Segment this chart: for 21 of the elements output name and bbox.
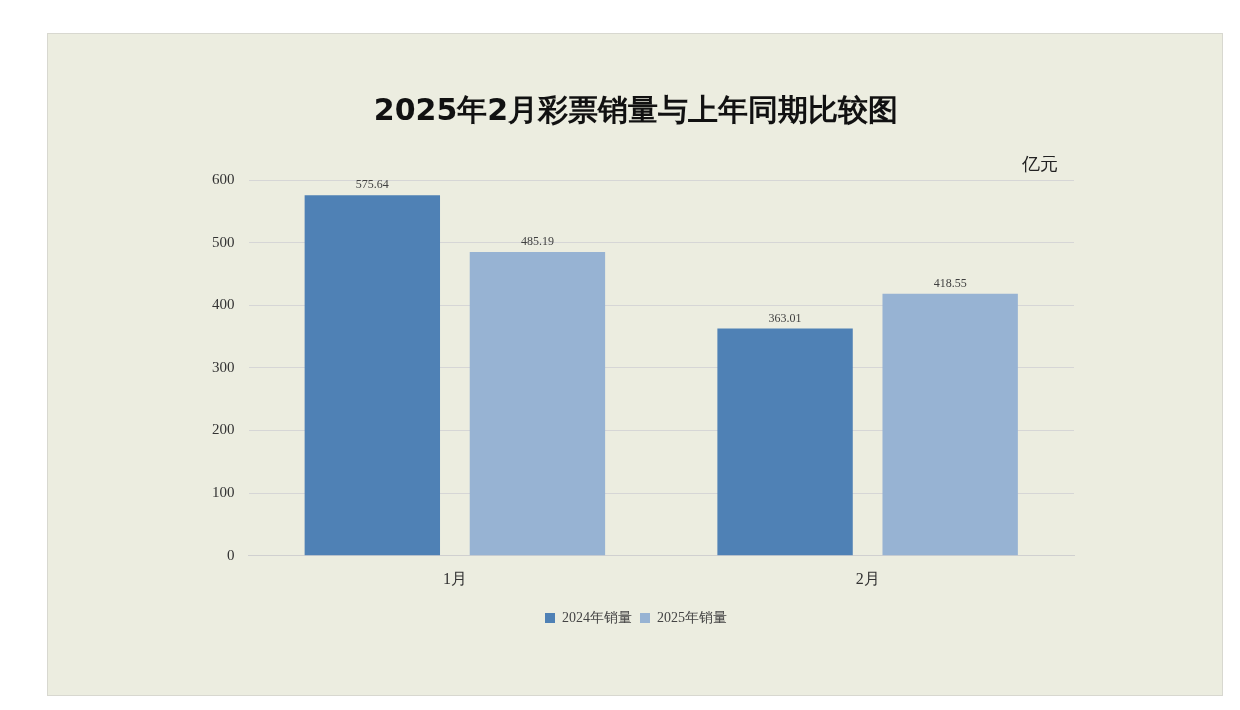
bar bbox=[304, 195, 441, 556]
y-tick-label: 600 bbox=[212, 170, 235, 187]
y-axis-title: 亿元 bbox=[1021, 152, 1058, 174]
y-tick-label: 400 bbox=[212, 296, 235, 313]
data-label: 485.19 bbox=[520, 234, 554, 249]
x-tick-label: 1月 bbox=[442, 569, 467, 587]
data-label: 363.01 bbox=[768, 310, 802, 325]
y-tick-label: 100 bbox=[212, 484, 235, 501]
legend-label: 2025年销量 bbox=[657, 609, 727, 625]
y-tick-label: 200 bbox=[212, 421, 235, 438]
bar bbox=[882, 293, 1018, 556]
legend-label: 2024年销量 bbox=[562, 609, 632, 625]
chart-title: 2025年2月彩票销量与上年同期比较图 bbox=[373, 91, 899, 127]
y-tick-label: 500 bbox=[212, 233, 235, 250]
x-tick-label: 2月 bbox=[855, 569, 880, 587]
y-tick-label: 0 bbox=[227, 546, 235, 563]
data-label: 418.55 bbox=[933, 275, 967, 290]
bar bbox=[469, 251, 606, 556]
y-tick-label: 300 bbox=[212, 358, 235, 375]
data-label: 575.64 bbox=[355, 177, 389, 192]
bar bbox=[717, 328, 853, 556]
